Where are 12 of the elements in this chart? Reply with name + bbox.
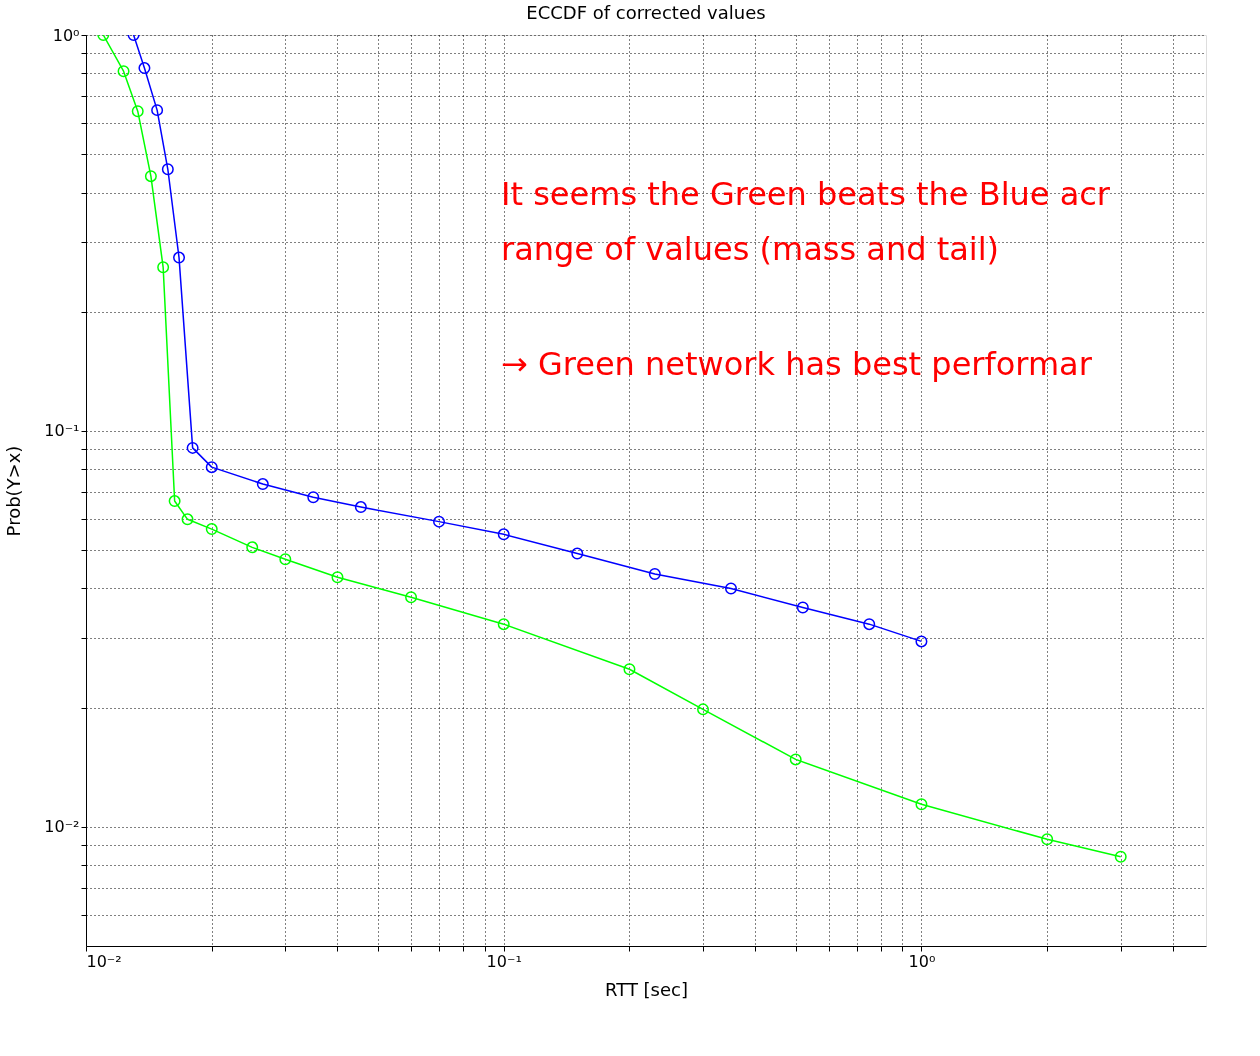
y-axis-title: Prob(Y>x) (3, 445, 25, 537)
x-tick-label: 10⁻² (86, 951, 122, 971)
annotation: → Green network has best performar (501, 345, 1093, 383)
y-tick-label: 10⁻¹ (44, 421, 80, 441)
y-tick-label: 10⁻² (44, 817, 80, 837)
annotation: range of values (mass and tail) (501, 230, 1000, 268)
annotation: It seems the Green beats the Blue acr (501, 175, 1111, 213)
chart-title: ECCDF of corrected values (526, 2, 766, 23)
x-tick-label: 10⁻¹ (486, 951, 522, 971)
y-tick-label: 10⁰ (52, 25, 80, 45)
x-axis-title: RTT [sec] (605, 978, 688, 1000)
x-tick-label: 10⁰ (908, 951, 936, 971)
